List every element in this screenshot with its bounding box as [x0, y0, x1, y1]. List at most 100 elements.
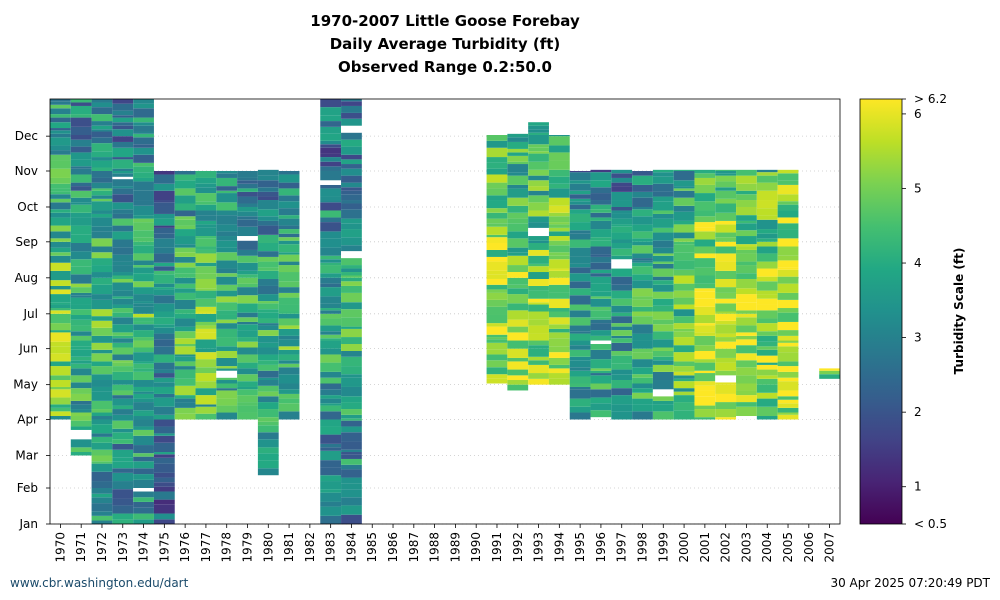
heat-cell-1997 [611, 411, 633, 420]
x-tick-label-1981: 1981 [282, 532, 296, 563]
heat-cell-1970 [50, 346, 71, 354]
heat-cell-2001 [694, 173, 716, 178]
heat-cell-2004 [756, 246, 778, 254]
heat-cell-1978 [216, 319, 238, 324]
heat-cell-1996 [590, 229, 612, 238]
heat-cell-1984 [341, 118, 362, 126]
heat-cell-2005 [777, 276, 799, 284]
heat-cell-1980 [257, 347, 279, 355]
heat-cell-1979 [237, 405, 258, 413]
heat-cell-1994 [548, 224, 570, 228]
heat-cell-1980 [257, 220, 279, 226]
heat-cell-1978 [216, 377, 238, 381]
heat-cell-1971 [70, 168, 92, 175]
heat-cell-2001 [694, 216, 716, 223]
heat-cell-1980 [257, 225, 279, 235]
heat-cell-1984 [341, 383, 362, 387]
heat-cell-1981 [278, 398, 300, 404]
colorbar-tick-label: 6 [914, 107, 922, 121]
heat-cell-2005 [777, 361, 799, 367]
heat-cell-1974 [133, 347, 154, 353]
heat-cell-1996 [590, 383, 612, 390]
heat-cell-1972 [91, 515, 113, 521]
heat-cell-1983 [320, 273, 342, 278]
heat-cell-2005 [777, 184, 799, 195]
heat-cell-2000 [673, 275, 695, 284]
heat-cell-1983 [320, 310, 342, 314]
heat-cell-1994 [548, 270, 570, 278]
source-url[interactable]: www.cbr.washington.edu/dart [10, 576, 189, 590]
heat-cell-1972 [91, 409, 113, 413]
heat-cell-2002 [715, 375, 737, 383]
heat-cell-1995 [569, 333, 591, 341]
heat-cell-1984 [341, 258, 362, 266]
heat-cell-1997 [611, 342, 633, 351]
heat-cell-1994 [548, 152, 570, 161]
heat-cell-1999 [652, 305, 674, 312]
heat-cell-1970 [50, 104, 71, 109]
heat-cell-1970 [50, 209, 71, 213]
heat-cell-1970 [50, 285, 71, 290]
heat-cell-1998 [632, 398, 653, 405]
heat-cell-1970 [50, 128, 71, 131]
heat-cell-1983 [320, 140, 342, 145]
heat-cell-1971 [70, 388, 92, 394]
heat-cell-2005 [777, 223, 799, 230]
heat-cell-1983 [320, 170, 342, 181]
heat-cell-1971 [70, 363, 92, 369]
heat-cell-1998 [632, 388, 653, 393]
heat-cell-1981 [278, 292, 300, 298]
x-tick-label-2006: 2006 [802, 532, 816, 563]
heat-cell-1974 [133, 103, 154, 109]
heat-cell-1980 [257, 460, 279, 469]
heat-cell-1979 [237, 283, 258, 288]
heat-cell-1971 [70, 259, 92, 267]
y-tick-label-jul: Jul [23, 307, 38, 321]
heat-cell-1991 [486, 208, 508, 213]
heat-cell-1971 [70, 126, 92, 135]
heat-cell-1972 [91, 436, 113, 443]
heat-cell-1971 [70, 139, 92, 147]
heat-cell-2000 [673, 371, 695, 376]
heat-cell-2005 [777, 299, 799, 309]
heat-cell-1995 [569, 233, 591, 240]
heat-cell-1971 [70, 217, 92, 226]
heat-cell-1971 [70, 186, 92, 191]
heat-cell-1996 [590, 375, 612, 384]
heat-cell-1993 [528, 266, 549, 273]
heat-cell-1981 [278, 297, 300, 305]
heat-cell-1984 [341, 164, 362, 169]
heat-cell-1983 [320, 340, 342, 349]
heat-cell-1976 [174, 366, 196, 370]
heat-cell-2005 [777, 173, 799, 181]
heat-cell-1998 [632, 316, 653, 325]
heat-cell-1979 [237, 226, 258, 237]
heat-cell-2003 [736, 416, 757, 420]
heat-cell-1984 [341, 420, 362, 427]
heat-cell-1980 [257, 309, 279, 313]
heat-cell-1974 [133, 137, 154, 145]
heat-cell-1984 [341, 469, 362, 478]
colorbar-tick-label: 4 [914, 256, 922, 270]
heat-cell-2003 [736, 194, 757, 201]
heat-cell-1981 [278, 389, 300, 394]
heat-cell-1998 [632, 411, 653, 420]
heat-cell-1974 [133, 222, 154, 231]
heat-cell-1980 [257, 196, 279, 201]
heat-cell-1970 [50, 191, 71, 195]
heat-cell-1974 [133, 340, 154, 348]
heat-cell-1970 [50, 330, 71, 333]
heat-cell-1999 [652, 331, 674, 340]
heat-cell-1974 [133, 301, 154, 304]
heat-cell-2004 [756, 335, 778, 342]
heat-cell-1980 [257, 267, 279, 271]
heat-cell-1976 [174, 210, 196, 217]
heat-cell-1970 [50, 202, 71, 210]
heat-cell-1994 [548, 268, 570, 271]
heat-cell-1971 [70, 360, 92, 364]
heat-cell-1976 [174, 267, 196, 274]
heat-cell-2004 [756, 233, 778, 239]
heat-cell-1993 [528, 263, 549, 267]
heat-cell-1970 [50, 404, 71, 408]
heat-cell-1976 [174, 356, 196, 362]
